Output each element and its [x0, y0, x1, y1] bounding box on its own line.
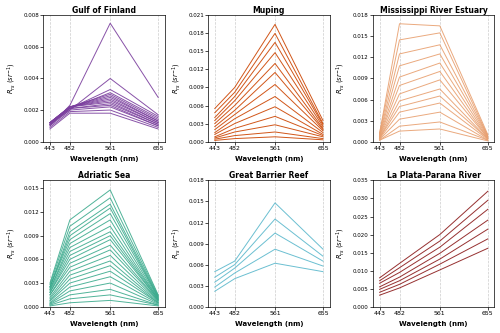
Y-axis label: $R_{rs}\ (sr^{-1})$: $R_{rs}\ (sr^{-1})$	[335, 228, 347, 259]
X-axis label: Wavelength (nm): Wavelength (nm)	[400, 156, 468, 162]
Y-axis label: $R_{rs}\ (sr^{-1})$: $R_{rs}\ (sr^{-1})$	[335, 63, 347, 94]
X-axis label: Wavelength (nm): Wavelength (nm)	[70, 156, 138, 162]
Title: Great Barrier Reef: Great Barrier Reef	[230, 171, 308, 180]
Y-axis label: $R_{rs}\ (sr^{-1})$: $R_{rs}\ (sr^{-1})$	[6, 228, 18, 259]
X-axis label: Wavelength (nm): Wavelength (nm)	[400, 321, 468, 327]
X-axis label: Wavelength (nm): Wavelength (nm)	[234, 321, 303, 327]
Title: Gulf of Finland: Gulf of Finland	[72, 6, 136, 15]
Title: Mississippi River Estuary: Mississippi River Estuary	[380, 6, 488, 15]
Title: Muping: Muping	[252, 6, 285, 15]
Y-axis label: $R_{rs}\ (sr^{-1})$: $R_{rs}\ (sr^{-1})$	[6, 63, 18, 94]
Title: Adriatic Sea: Adriatic Sea	[78, 171, 130, 180]
X-axis label: Wavelength (nm): Wavelength (nm)	[234, 156, 303, 162]
Y-axis label: $R_{rs}\ (sr^{-1})$: $R_{rs}\ (sr^{-1})$	[170, 228, 182, 259]
Y-axis label: $R_{rs}\ (sr^{-1})$: $R_{rs}\ (sr^{-1})$	[170, 63, 182, 94]
X-axis label: Wavelength (nm): Wavelength (nm)	[70, 321, 138, 327]
Title: La Plata-Parana River: La Plata-Parana River	[386, 171, 480, 180]
